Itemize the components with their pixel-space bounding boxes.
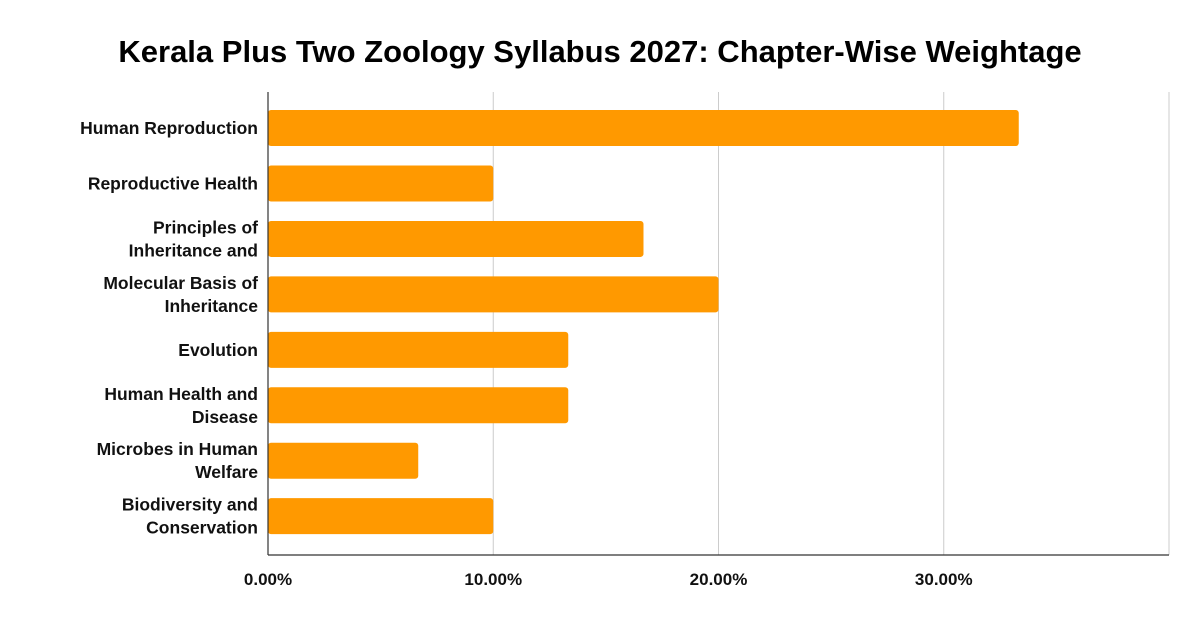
category-label-line: Molecular Basis of <box>103 273 258 293</box>
category-label-line: Human Health and <box>104 384 258 404</box>
x-tick-label: 30.00% <box>915 570 973 589</box>
category-labels: Human Reproduction Reproductive Health Pri… <box>80 118 258 538</box>
bar <box>268 387 569 424</box>
category-label-line: Biodiversity and <box>122 495 258 515</box>
bar <box>268 110 1019 147</box>
category-label: Principles of Inheritance and <box>129 217 259 260</box>
category-label: Reproductive Health <box>88 173 258 193</box>
tick-labels: 0.00% 10.00% 20.00% 30.00% <box>244 570 973 589</box>
gridlines <box>492 92 1170 555</box>
category-label-line: Inheritance and <box>129 240 258 260</box>
category-label: Molecular Basis of Inheritance <box>103 273 258 316</box>
bar <box>268 498 494 535</box>
category-label-line: Reproductive Health <box>88 173 258 193</box>
category-label-line: Disease <box>192 407 258 427</box>
bar <box>268 220 644 257</box>
bar <box>268 165 494 202</box>
category-label: Biodiversity and Conservation <box>122 495 258 538</box>
category-label: Microbes in Human Welfare <box>97 439 259 482</box>
category-label-line: Inheritance <box>165 296 259 316</box>
bar <box>268 331 569 368</box>
bars <box>268 110 1019 535</box>
bar <box>268 442 419 479</box>
category-label-line: Microbes in Human <box>97 439 258 459</box>
x-tick-label: 0.00% <box>244 570 292 589</box>
category-label-line: Conservation <box>146 518 258 538</box>
chart-title: Kerala Plus Two Zoology Syllabus 2027: C… <box>118 34 1081 69</box>
category-label: Human Health and Disease <box>104 384 258 427</box>
category-label-line: Human Reproduction <box>80 118 258 138</box>
axes <box>267 92 1169 556</box>
category-label-line: Evolution <box>178 340 258 360</box>
category-label: Human Reproduction <box>80 118 258 138</box>
x-tick-label: 10.00% <box>464 570 522 589</box>
category-label-line: Principles of <box>153 217 258 237</box>
x-tick-label: 20.00% <box>690 570 748 589</box>
category-label-line: Welfare <box>195 462 258 482</box>
category-label: Evolution <box>178 340 258 360</box>
bar <box>268 276 719 313</box>
